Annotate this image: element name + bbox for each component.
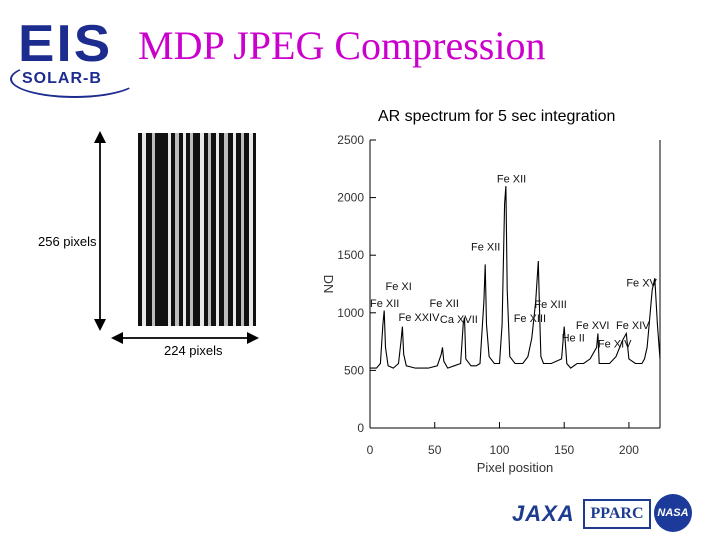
line-annotation: Ca XVII bbox=[440, 314, 478, 326]
y-tick-label: 2000 bbox=[337, 191, 364, 205]
y-tick-label: 1000 bbox=[337, 306, 364, 320]
x-tick-label: 0 bbox=[367, 443, 374, 457]
spectrum-line bbox=[370, 186, 661, 369]
pparc-logo: PPARC bbox=[583, 499, 651, 529]
width-label: 224 pixels bbox=[164, 343, 223, 358]
line-annotation: Fe XI bbox=[386, 281, 412, 293]
image-stripe bbox=[152, 133, 155, 326]
chart-title: AR spectrum for 5 sec integration bbox=[378, 108, 616, 125]
image-stripe bbox=[216, 133, 219, 326]
line-annotation: Fe XII bbox=[430, 298, 459, 310]
line-annotation: Fe XII bbox=[497, 174, 526, 186]
y-tick-label: 500 bbox=[344, 363, 364, 377]
line-annotation: Fe XII bbox=[370, 298, 399, 310]
line-annotation: Fe XIV bbox=[598, 338, 632, 350]
image-stripe bbox=[200, 133, 204, 326]
y-tick-label: 2500 bbox=[337, 133, 364, 147]
image-stripe bbox=[241, 133, 244, 326]
image-stripe bbox=[224, 133, 228, 326]
logo-ring bbox=[10, 60, 139, 98]
line-annotation: Fe XXIV bbox=[398, 312, 440, 324]
line-annotation: Fe XVI bbox=[576, 320, 610, 332]
x-tick-label: 150 bbox=[554, 443, 574, 457]
line-annotation: Fe XIII bbox=[514, 313, 546, 325]
line-annotation: He II bbox=[562, 333, 585, 345]
line-annotation: Fe XV bbox=[626, 277, 657, 289]
line-annotation: Fe XIII bbox=[534, 299, 566, 311]
detector-image bbox=[138, 133, 256, 326]
x-tick-label: 100 bbox=[489, 443, 509, 457]
line-annotation: Fe XIV bbox=[616, 320, 650, 332]
line-annotation: Fe XII bbox=[471, 242, 500, 254]
image-stripe bbox=[249, 133, 253, 326]
y-tick-label: 1500 bbox=[337, 248, 364, 262]
jaxa-logo: JAXA bbox=[512, 501, 575, 526]
x-axis-label: Pixel position bbox=[477, 460, 554, 475]
x-tick-label: 50 bbox=[428, 443, 442, 457]
image-stripe bbox=[233, 133, 236, 326]
image-stripe bbox=[190, 133, 193, 326]
height-label: 256 pixels bbox=[38, 234, 97, 249]
solar-b-logo-text: SOLAR-B bbox=[22, 70, 102, 87]
page-title: MDP JPEG Compression bbox=[138, 23, 546, 68]
image-stripe bbox=[168, 133, 171, 326]
x-tick-label: 200 bbox=[619, 443, 639, 457]
image-stripe bbox=[183, 133, 186, 326]
nasa-logo: NASA bbox=[654, 494, 692, 532]
image-stripe bbox=[175, 133, 179, 326]
y-axis-label: DN bbox=[321, 275, 336, 294]
image-stripe bbox=[142, 133, 146, 326]
image-stripe bbox=[208, 133, 211, 326]
y-tick-label: 0 bbox=[357, 421, 364, 435]
